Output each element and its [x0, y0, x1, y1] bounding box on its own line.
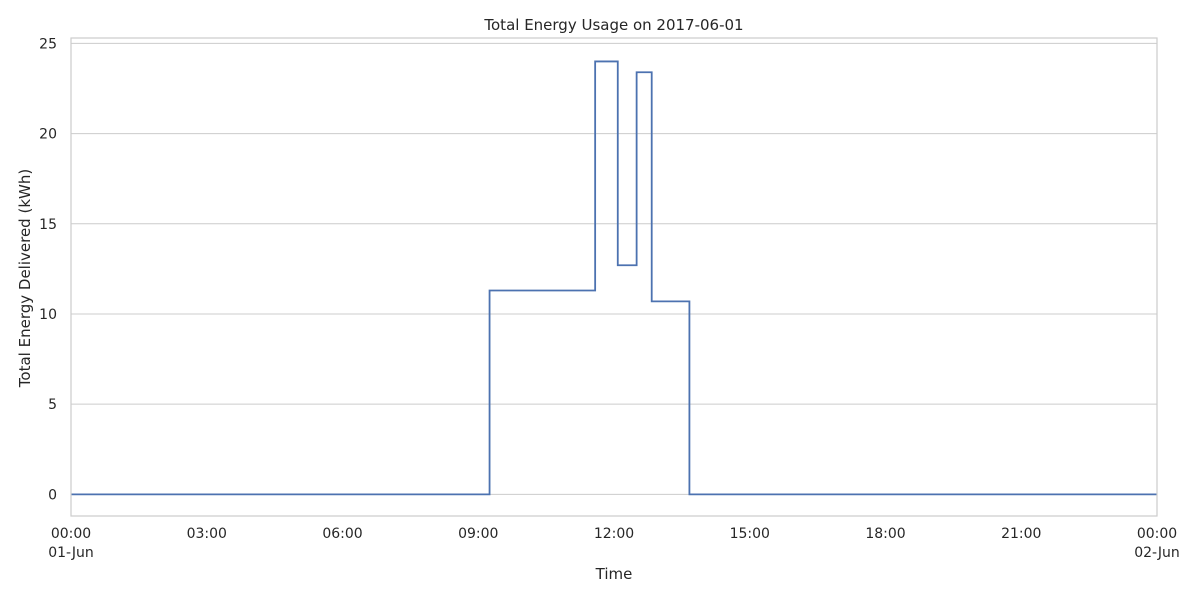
x-tick-sublabel: 01-Jun: [48, 545, 94, 561]
y-tick-label: 15: [39, 217, 57, 233]
x-tick-label: 21:00: [1001, 526, 1041, 542]
chart-title: Total Energy Usage on 2017-06-01: [483, 16, 743, 34]
x-tick-label: 15:00: [730, 526, 770, 542]
x-tick-labels: 00:00 01-Jun 03:00 06:00 09:00 12:00 15:00 18:0…: [48, 526, 1180, 561]
x-tick-label: 03:00: [187, 526, 227, 542]
y-tick-labels: 0 5 10 15 20 25: [39, 36, 57, 503]
y-tick-label: 5: [48, 397, 57, 413]
series-layer: [71, 60, 1157, 496]
y-tick-label: 25: [39, 36, 57, 52]
energy-step-line: [71, 60, 1157, 496]
x-tick-label: 00:00: [1137, 526, 1177, 542]
x-tick-label: 00:00: [51, 526, 91, 542]
y-tick-label: 10: [39, 307, 57, 323]
y-axis-label: Total Energy Delivered (kWh): [16, 169, 34, 388]
x-tick-label: 12:00: [594, 526, 634, 542]
x-tick-label: 09:00: [458, 526, 498, 542]
gridlines: [71, 42, 1157, 495]
x-axis-label: Time: [595, 565, 633, 583]
plot-area-frame: [70, 37, 1158, 517]
x-tick-sublabel: 02-Jun: [1134, 545, 1180, 561]
y-tick-label: 0: [48, 487, 57, 503]
x-tick-label: 18:00: [865, 526, 905, 542]
y-tick-label: 20: [39, 127, 57, 143]
x-tick-label: 06:00: [322, 526, 362, 542]
